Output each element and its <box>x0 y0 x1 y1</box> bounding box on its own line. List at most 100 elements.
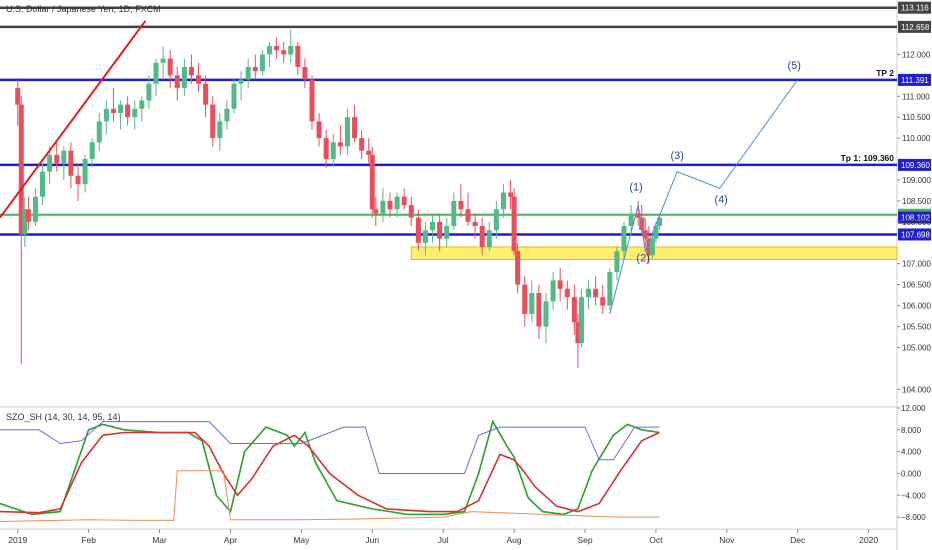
candle-body <box>472 221 478 227</box>
candle-body <box>639 217 645 231</box>
x-tick-label: 2020 <box>859 535 878 545</box>
level-price-label: 111.391 <box>901 76 929 85</box>
candle-body <box>89 142 95 160</box>
oscillator-series-line <box>0 421 660 474</box>
candle-body <box>493 209 499 231</box>
wave-label: (5) <box>787 60 800 72</box>
candle-body <box>422 230 428 243</box>
candle-body <box>394 196 400 210</box>
oscillator <box>0 419 660 522</box>
candle-body <box>607 272 613 306</box>
candle-body <box>575 322 581 344</box>
candle-body <box>146 83 152 101</box>
candle-body <box>653 226 659 239</box>
candle-body <box>18 104 24 235</box>
level-price-label: 113.116 <box>901 4 929 13</box>
candle-body <box>203 83 209 105</box>
candle-body <box>415 217 421 243</box>
x-tick-label: Aug <box>507 535 522 545</box>
candle-body <box>444 226 450 239</box>
candle-body <box>635 213 641 218</box>
x-tick-label: 2019 <box>8 535 27 545</box>
candle-body <box>451 200 457 227</box>
level-price-label: 112.658 <box>901 23 930 32</box>
trendline <box>0 20 147 219</box>
candle-body <box>369 154 375 210</box>
level-price-label: 108.102 <box>901 214 930 223</box>
level-price-tag <box>898 158 931 171</box>
candle-body <box>465 209 471 222</box>
level-price-tag <box>898 211 931 224</box>
candle-body <box>125 104 131 118</box>
candle-body <box>196 75 202 84</box>
candle-body <box>309 79 315 122</box>
level-price-label: 109.360 <box>901 161 930 170</box>
candle-body <box>352 117 358 139</box>
candle-body <box>174 75 180 88</box>
y-tick-label: 104.000 <box>902 385 931 394</box>
drawings: (1) (2) (3) (4) (5) <box>0 20 801 315</box>
candle-body <box>380 200 386 214</box>
osc-y-tick-label: 4.000 <box>901 448 922 457</box>
level-price-tag <box>898 73 931 86</box>
candle-body <box>266 46 272 55</box>
x-tick-label: Oct <box>649 535 663 545</box>
candle-body <box>61 150 67 164</box>
level-price-tag <box>898 1 931 14</box>
candle-body <box>344 117 350 147</box>
wave-label: (2) <box>636 253 649 265</box>
candle-body <box>210 104 216 139</box>
candle-body <box>238 79 244 84</box>
y-tick-label: 106.500 <box>902 281 931 290</box>
level-annotation: Tp 1: 109.360 <box>841 153 895 163</box>
candle-body <box>656 217 662 227</box>
candle-body <box>288 46 294 55</box>
oscillator-series-line <box>0 470 660 522</box>
x-tick-label: Jun <box>365 535 379 545</box>
candle-body <box>387 200 393 210</box>
candle-body <box>224 108 230 122</box>
candle-body <box>231 83 237 109</box>
candle-body <box>628 213 634 227</box>
candle-body <box>430 221 436 231</box>
candle-body <box>245 66 251 80</box>
candle-body <box>118 104 124 114</box>
osc-y-tick-label: 0.000 <box>901 469 922 478</box>
candle-body <box>259 54 265 72</box>
y-tick-label: 108.500 <box>902 197 931 206</box>
y-tick-label: 105.000 <box>902 343 931 352</box>
x-tick-label: Apr <box>224 535 237 545</box>
candle-body <box>75 175 81 185</box>
y-tick-label: 108.000 <box>902 218 931 227</box>
candle-body <box>401 196 407 206</box>
osc-y-tick-label: 12.000 <box>901 404 926 413</box>
y-tick-label: 107.000 <box>902 260 931 269</box>
candle-body <box>40 171 46 197</box>
candle-body <box>160 58 166 63</box>
osc-y-tick-label: 8.000 <box>901 426 922 435</box>
candle-body <box>437 221 443 239</box>
candle-body <box>508 192 514 197</box>
y-tick-label: 112.000 <box>902 50 931 59</box>
candle-body <box>96 121 102 143</box>
y-tick-label: 106.000 <box>902 302 931 311</box>
x-tick-label: Jul <box>438 535 449 545</box>
candle-body <box>359 138 365 151</box>
candle-body <box>252 66 258 72</box>
y-tick-label: 109.000 <box>902 176 931 185</box>
candle-body <box>458 200 464 210</box>
x-tick-label: Nov <box>719 535 735 545</box>
candle-body <box>25 209 31 222</box>
level-price-tag <box>898 228 931 241</box>
candle-body <box>578 297 584 344</box>
candle-body <box>642 230 648 239</box>
osc-y-tick-label: −8.000 <box>901 513 926 522</box>
candle-body <box>32 196 38 222</box>
candle-body <box>550 280 556 302</box>
level-annotation: TP 2 <box>876 68 894 78</box>
candle-body <box>564 288 570 298</box>
candle-body <box>649 238 655 256</box>
level-price-tag <box>898 20 931 33</box>
